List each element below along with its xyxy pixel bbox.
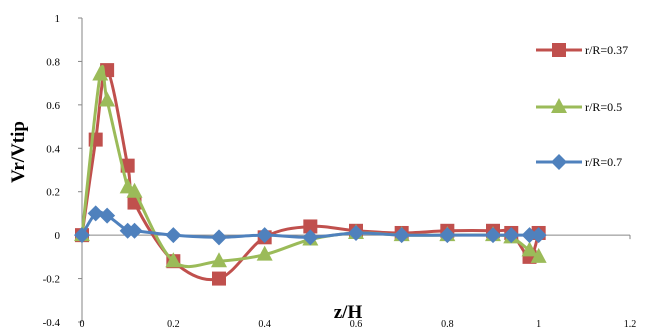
data-point: [348, 224, 364, 241]
y-axis-title: Vr/Vtip: [8, 121, 29, 183]
x-axis-title: z/H: [334, 302, 363, 323]
x-tick-label: 0: [80, 319, 85, 330]
y-tick-label: -0.2: [43, 274, 60, 286]
data-point: [503, 227, 520, 244]
data-point: [99, 207, 116, 224]
legend-label: r/R=0.7: [585, 155, 622, 169]
data-point: [74, 227, 90, 244]
data-point: [530, 227, 547, 244]
legend-item: r/R=0.37: [536, 43, 628, 57]
data-point: [211, 229, 227, 246]
x-tick-label: 1.2: [624, 319, 637, 330]
y-tick-label: 0.8: [46, 56, 60, 68]
y-axis-ticks: -0.4 -0.2 0 0.2 0.4 0.6 0.8 1: [43, 13, 82, 329]
plot-area: [81, 18, 630, 322]
x-tick-label: 0.4: [258, 319, 271, 330]
data-point: [126, 182, 143, 198]
series-1: [75, 63, 546, 286]
data-point: [521, 227, 538, 244]
data-point: [302, 229, 319, 246]
data-point: [87, 205, 104, 222]
data-point: [485, 227, 501, 244]
legend: r/R=0.37 r/R=0.5 r/R=0.7: [536, 43, 628, 170]
legend-marker: [552, 43, 566, 57]
y-tick-label: 1: [55, 13, 61, 25]
legend-label: r/R=0.5: [585, 100, 622, 114]
data-point: [303, 219, 318, 234]
data-point: [530, 247, 547, 263]
data-point: [256, 227, 273, 244]
y-tick-label: -0.4: [43, 317, 61, 329]
data-point: [212, 271, 226, 286]
y-tick-label: 0.2: [46, 187, 60, 199]
data-point: [165, 252, 182, 268]
legend-label: r/R=0.37: [585, 43, 628, 57]
y-tick-label: 0.6: [46, 100, 60, 112]
data-point: [256, 245, 273, 261]
data-point: [99, 91, 116, 107]
data-point: [165, 227, 182, 244]
series-3: [74, 205, 547, 246]
legend-marker: [551, 98, 567, 113]
data-point: [393, 227, 410, 244]
data-point: [92, 65, 109, 81]
data-point: [521, 241, 538, 257]
legend-marker: [551, 154, 567, 170]
series-layer: [74, 63, 547, 286]
series-line: [80, 68, 541, 281]
x-tick-label: 0.2: [167, 319, 180, 330]
y-tick-label: 0.4: [46, 143, 60, 155]
legend-item: r/R=0.5: [536, 98, 622, 114]
data-point: [439, 227, 456, 244]
legend-item: r/R=0.7: [536, 154, 622, 170]
data-point: [126, 222, 143, 239]
x-tick-label: 0.6: [350, 319, 363, 330]
data-point: [211, 252, 227, 268]
x-tick-label: 1: [536, 319, 541, 330]
y-tick-label: 0: [55, 230, 61, 242]
x-tick-label: 0.8: [441, 319, 454, 330]
